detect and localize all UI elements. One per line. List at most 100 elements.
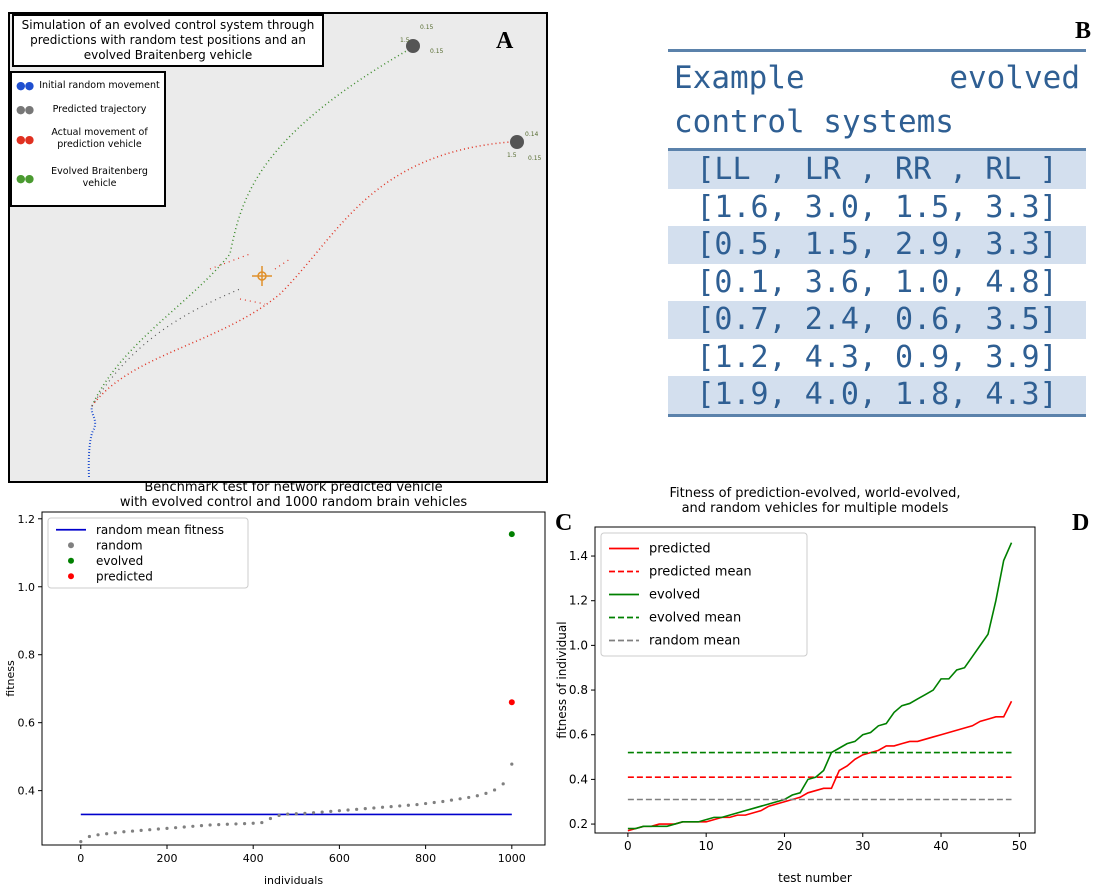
point [113,831,117,835]
x-tick-label: 600 [329,852,350,865]
point [508,531,515,538]
point [432,800,436,805]
prediction-vehicle [510,135,524,149]
legend-label: Actual movement of prediction vehicle [51,127,148,150]
x-tick-label: 40 [933,839,948,853]
chart-title: and random vehicles for multiple models [682,501,949,516]
y-tick-label: 1.0 [18,581,36,594]
point [458,797,462,801]
legend-label: random mean fitness [96,523,224,537]
legend-swatch [68,542,74,549]
panel-label: A [496,28,514,54]
point [156,827,160,831]
point [510,762,514,766]
y-tick-label: 0.8 [569,683,588,697]
point [508,699,515,706]
point [242,821,247,826]
test-points [209,253,291,305]
point [311,811,316,815]
point [441,799,445,804]
legend-swatch [68,557,74,564]
vehicle-label: 0.14 [525,131,539,138]
point [337,809,342,813]
plot-frame [41,511,546,846]
point [122,830,126,834]
point [234,822,238,826]
y-tick-label: 1.2 [569,594,588,608]
panel-label: B [1075,18,1092,44]
actual-trajectory [91,141,511,407]
point [286,812,290,816]
point [217,823,221,827]
point [389,805,393,809]
initial-movement [87,405,97,478]
point [182,825,186,829]
vehicle-label: 1.5 [507,152,517,159]
point [294,812,298,816]
legend-label: predicted mean [649,565,752,580]
point [415,802,419,807]
series-line [627,542,1013,830]
chart-title: Fitness of prediction-evolved, world-evo… [669,486,960,501]
simulation-drawing: 0.15 1.5 0.15 0.14 1.5 0.15 [87,24,542,478]
legend-box [600,532,808,657]
point [268,816,273,821]
point [79,840,83,844]
panel-label: D [1072,510,1090,536]
point [467,795,471,800]
point [346,808,350,812]
x-tick-label: 1000 [498,852,526,865]
point [165,826,169,830]
point [492,788,497,792]
vehicle-label: 0.15 [430,48,444,55]
table-row: [1.6, 3.0, 1.5, 3.3] [696,189,1058,225]
y-tick-label: 0.6 [18,717,36,730]
legend-label: Initial random movement [39,79,160,91]
point [303,811,307,815]
target [252,266,272,286]
simulation-legend: ●● Initial random movement ●● Predicted tr… [10,71,166,207]
vehicle-label: 0.15 [420,24,434,31]
table: Example evolved control systems [LL , LR… [668,49,1086,417]
point [372,806,376,810]
table-row: [1.9, 4.0, 1.8, 4.3] [668,376,1086,414]
panel-label: C [555,510,573,536]
x-tick-label: 30 [855,839,870,853]
table-row: [0.7, 2.4, 0.6, 3.5] [668,301,1086,339]
y-tick-label: 0.4 [18,785,36,798]
table-row: [0.5, 1.5, 2.9, 3.3] [668,226,1086,264]
point [251,821,255,825]
point [148,828,152,832]
table-title: Example evolved control systems [668,49,1086,148]
point [191,824,195,828]
y-axis-label: fitness [4,660,17,697]
point [449,798,454,802]
point [87,834,92,839]
point [406,803,410,807]
point [424,801,428,806]
y-tick-label: 0.4 [569,772,588,786]
point [208,823,212,827]
y-tick-label: 0.6 [569,728,588,742]
evolved-vehicle [406,39,420,53]
table-row: [1.2, 4.3, 0.9, 3.9] [696,339,1058,375]
x-tick-label: 0 [624,839,632,853]
legend-label: random mean [649,634,740,649]
legend-label: Predicted trajectory [52,103,147,115]
table-header: [LL , LR , RR , RL ] [668,151,1086,189]
x-tick-label: 400 [243,852,264,865]
point [277,813,281,818]
y-axis-label: fitness of individual [555,621,569,738]
y-tick-label: 0.2 [569,817,588,831]
point [105,832,109,836]
y-tick-label: 1.2 [18,513,36,526]
point [380,805,385,809]
legend-label: Evolved Braitenberg vehicle [51,166,148,189]
x-tick-label: 200 [156,852,177,865]
point [260,820,264,825]
point [501,782,505,786]
vehicle-label: 1.5 [400,37,410,44]
point [320,810,324,814]
predicted-trajectory [91,288,241,407]
